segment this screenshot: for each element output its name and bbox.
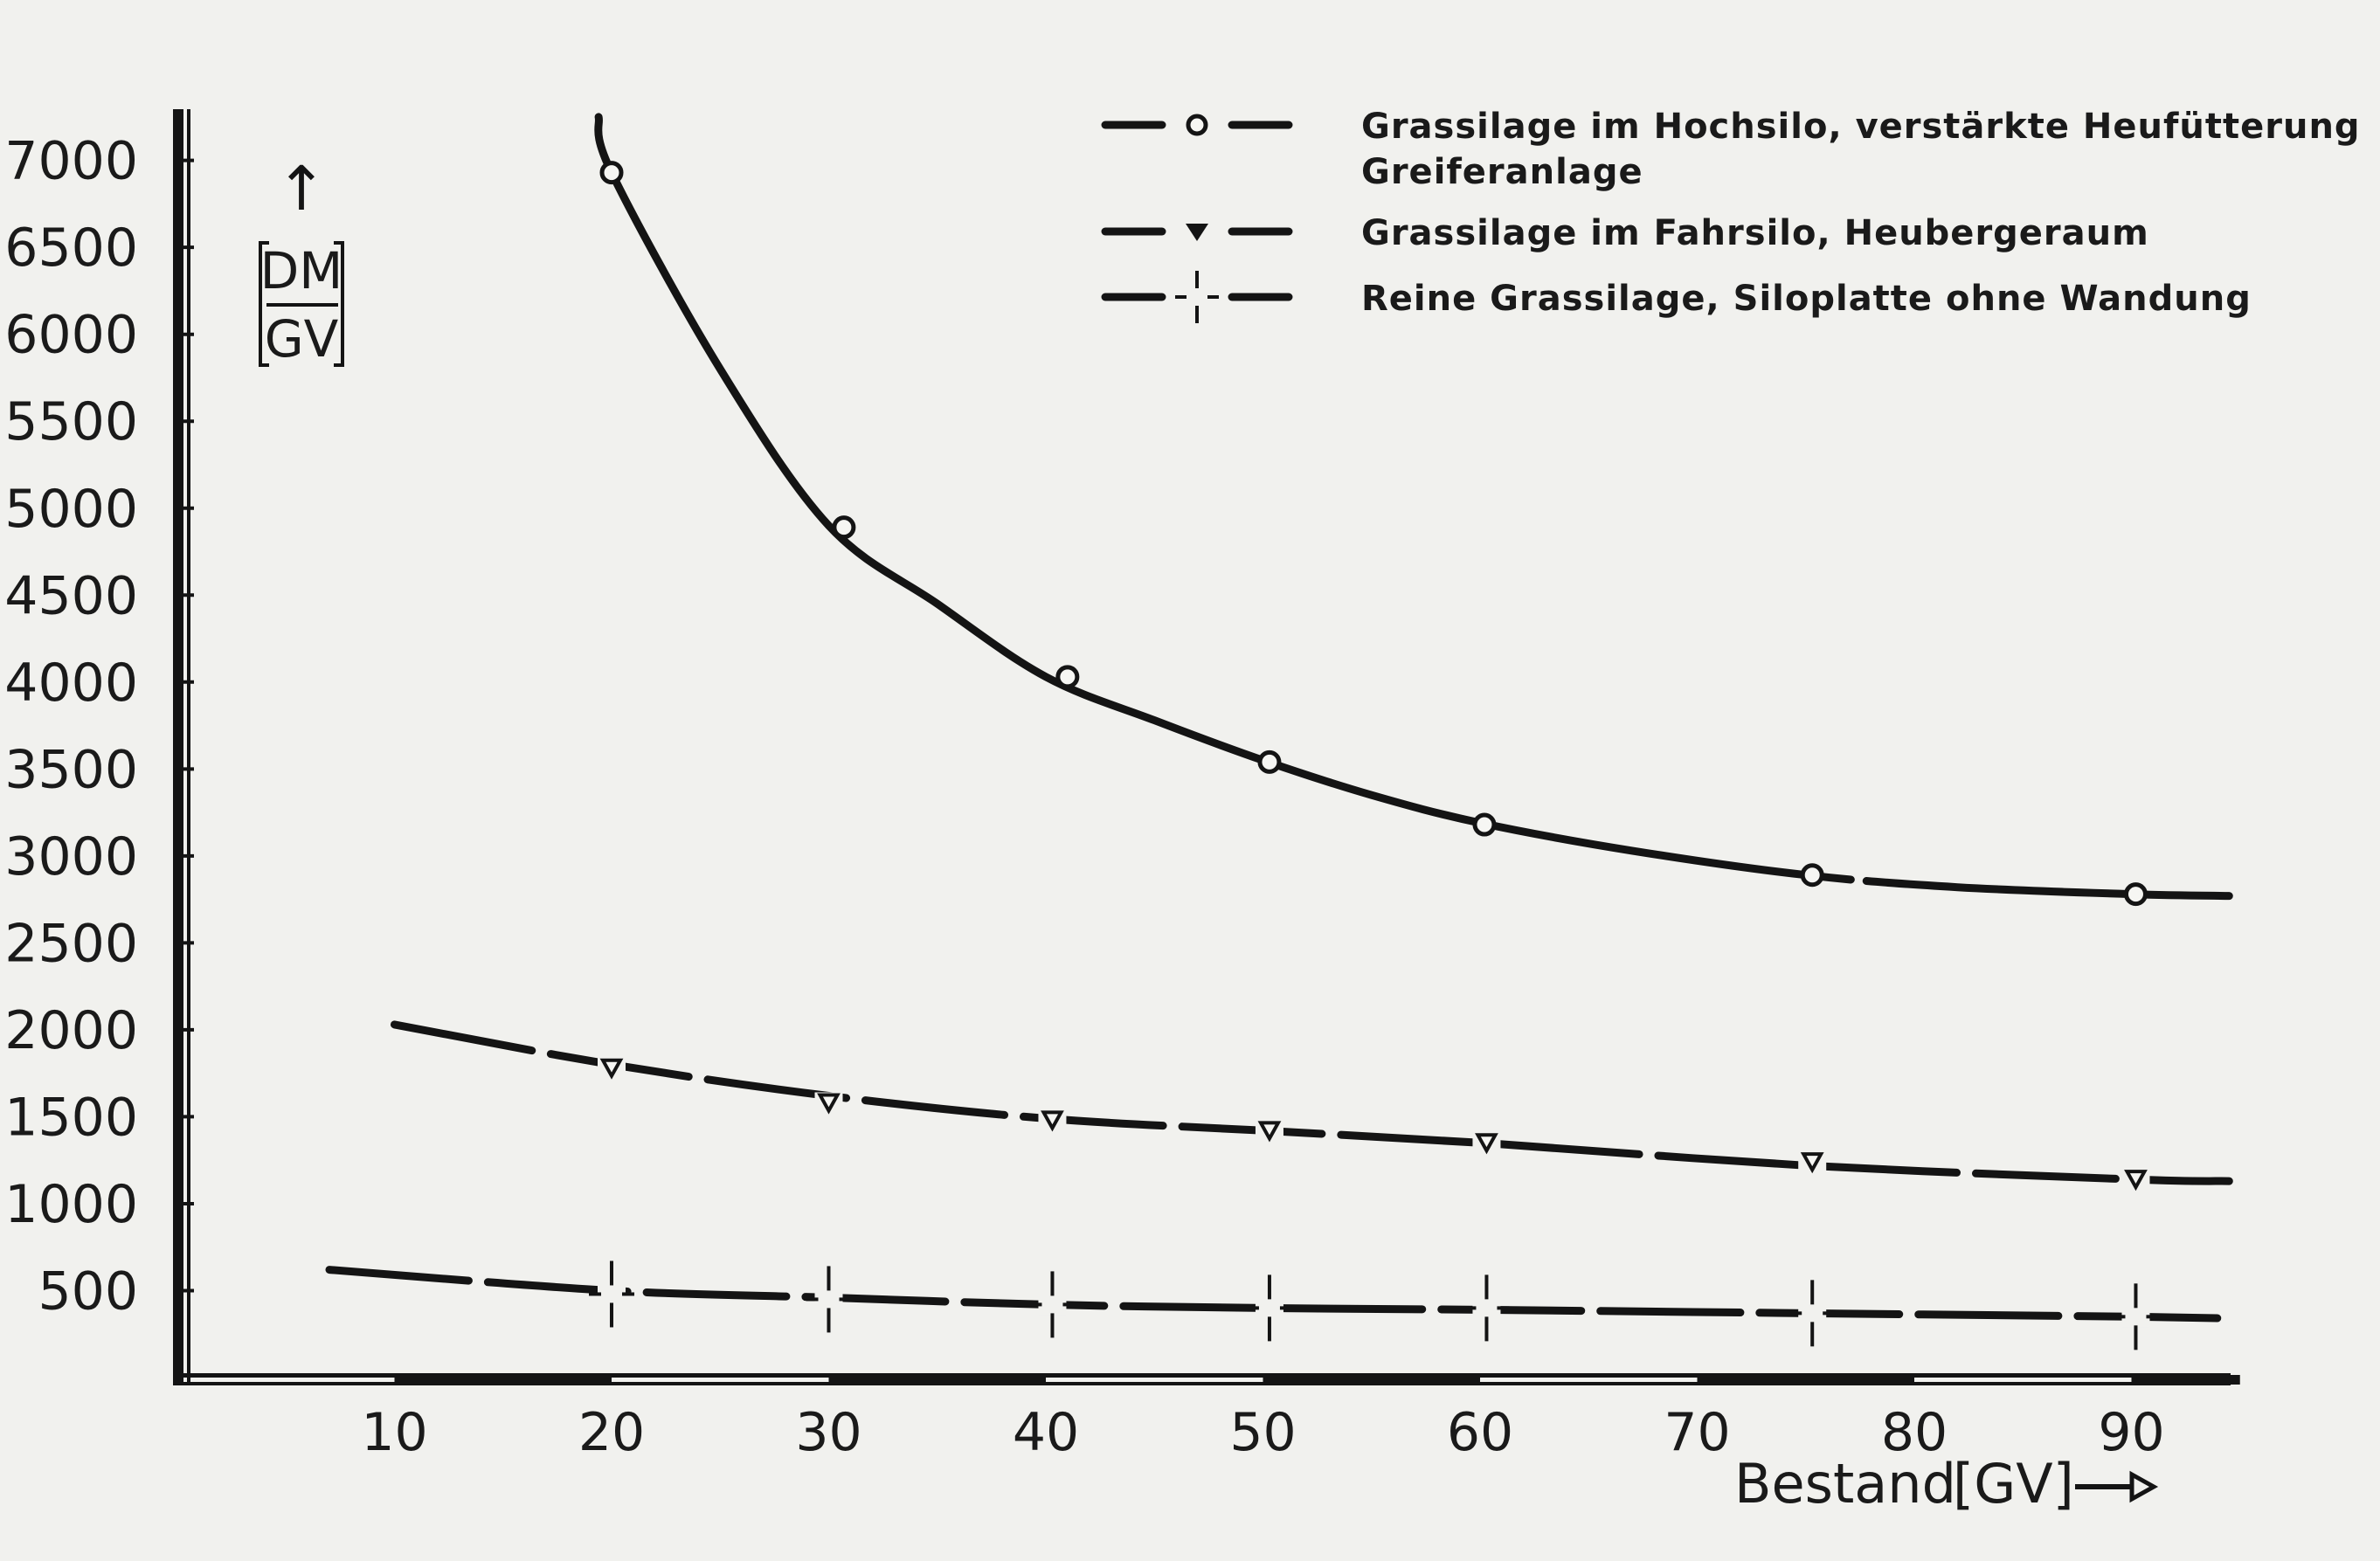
- x-tick-label-10: 10: [361, 1402, 427, 1463]
- x-axis-bar-4: [2131, 1375, 2240, 1385]
- x-tick-label-70: 70: [1664, 1402, 1730, 1463]
- legend-entry-hochsilo: Grassilage im Hochsilo, verstärkte Heufü…: [1101, 107, 2361, 192]
- y-unit-top: DM: [260, 241, 343, 300]
- y-tick-label-3500: 3500: [4, 739, 138, 800]
- x-axis-bar-2: [1263, 1375, 1480, 1385]
- y-tick-label-5500: 5500: [4, 391, 138, 452]
- data-point-gap-siloplatte: [1798, 1302, 1827, 1324]
- y-axis-arrow-icon: ↑: [276, 153, 328, 224]
- legend-entry-siloplatte: Reine Grassilage, Siloplatte ohne Wandun…: [1101, 271, 2252, 323]
- x-axis-bar-3: [1697, 1375, 1914, 1385]
- y-tick-label-3000: 3000: [4, 826, 138, 888]
- data-point-siloplatte: [2113, 1283, 2159, 1350]
- y-tick-label-4000: 4000: [4, 653, 138, 714]
- y-unit-bracket-left: [259, 241, 269, 367]
- series-hochsilo: [594, 113, 2233, 907]
- data-point-gap-siloplatte: [1472, 1297, 1501, 1319]
- legend-marker-cross: [1175, 271, 1219, 323]
- y-unit-bottom: GV: [265, 309, 339, 369]
- x-tick-label-20: 20: [578, 1402, 645, 1463]
- data-point-fahrsilo: [1800, 1152, 1824, 1174]
- x-axis-bars: [394, 1375, 2240, 1385]
- legend-marker-triangle: [1186, 224, 1208, 241]
- y-tick-label-6500: 6500: [4, 218, 138, 279]
- y-tick-label-2500: 2500: [4, 913, 138, 974]
- x-tick-label-50: 50: [1229, 1402, 1296, 1463]
- data-point-fahrsilo: [1475, 1133, 1498, 1155]
- data-point-gap-siloplatte: [1255, 1297, 1283, 1319]
- x-tick-label-40: 40: [1013, 1402, 1079, 1463]
- data-point-gap-siloplatte: [2121, 1306, 2150, 1328]
- x-axis-title: Bestand: [1734, 1452, 1956, 1516]
- legend-label-siloplatte: Reine Grassilage, Siloplatte ohne Wandun…: [1361, 279, 2252, 319]
- data-point-hochsilo: [599, 161, 624, 185]
- y-tick-label-1500: 1500: [4, 1087, 138, 1148]
- series-siloplatte: [325, 1261, 2233, 1350]
- x-tick-label-80: 80: [1881, 1402, 1948, 1463]
- y-axis-line-inner: [187, 109, 190, 1382]
- x-tick-label-60: 60: [1447, 1402, 1513, 1463]
- legend-marker-circle: [1186, 114, 1208, 136]
- x-tick-label-30: 30: [795, 1402, 861, 1463]
- legend-label-fahrsilo: Grassilage im Fahrsilo, Heubergeraum: [1361, 213, 2149, 253]
- data-point-gap-siloplatte: [1038, 1294, 1067, 1316]
- x-tick-label-90: 90: [2098, 1402, 2164, 1463]
- y-ticks: 500 1000 1500 2000 2500 3000 3500 4000 4500 5000 5…: [4, 131, 194, 1322]
- legend-label-hochsilo-line2: Greiferanlage: [1361, 152, 1643, 192]
- axes: [173, 109, 2240, 1385]
- y-unit-label: ↑ DM GV: [259, 153, 344, 369]
- legend: Grassilage im Hochsilo, verstärkte Heufü…: [1101, 107, 2361, 323]
- y-axis-line: [173, 109, 183, 1382]
- y-tick-label-5000: 5000: [4, 479, 138, 540]
- x-axis-label: Bestand [GV]: [1734, 1452, 2159, 1516]
- x-axis-arrow-icon: [2075, 1470, 2159, 1503]
- x-axis-bar-1: [828, 1375, 1046, 1385]
- y-unit-bracket-right: [334, 241, 344, 367]
- y-tick-label-2000: 2000: [4, 1000, 138, 1061]
- y-tick-label-4500: 4500: [4, 565, 138, 626]
- data-point-fahrsilo: [817, 1093, 841, 1115]
- x-ticks: 10 20 30 40 50 60 70 80 90: [361, 1402, 2164, 1463]
- legend-label-hochsilo-line1: Grassilage im Hochsilo, verstärkte Heufü…: [1361, 107, 2361, 147]
- data-point-fahrsilo: [599, 1058, 624, 1080]
- data-point-siloplatte: [806, 1266, 852, 1333]
- data-point-siloplatte: [589, 1261, 634, 1328]
- x-axis-line-inner: [173, 1382, 2231, 1385]
- data-point-siloplatte: [1463, 1274, 1510, 1342]
- x-axis-unit: [GV]: [1953, 1452, 2074, 1516]
- data-point-gap-siloplatte: [814, 1288, 843, 1310]
- data-point-hochsilo: [1257, 749, 1282, 774]
- data-point-gap-siloplatte: [598, 1283, 626, 1305]
- y-tick-label-500: 500: [38, 1261, 138, 1322]
- data-point-hochsilo: [2123, 882, 2148, 907]
- legend-entry-fahrsilo: Grassilage im Fahrsilo, Heubergeraum: [1101, 213, 2149, 253]
- data-point-fahrsilo: [2124, 1170, 2148, 1191]
- data-point-siloplatte: [1029, 1271, 1076, 1338]
- data-point-fahrsilo: [1041, 1110, 1064, 1132]
- x-axis-bar-0: [394, 1375, 612, 1385]
- data-point-hochsilo: [1472, 812, 1497, 837]
- x-axis-line: [173, 1373, 2231, 1378]
- data-point-hochsilo: [1055, 665, 1080, 689]
- data-point-fahrsilo: [1257, 1121, 1282, 1143]
- data-point-hochsilo: [832, 515, 856, 540]
- y-tick-label-6000: 6000: [4, 305, 138, 366]
- y-tick-label-1000: 1000: [4, 1174, 138, 1235]
- y-unit-fraction-bar: [266, 303, 338, 307]
- y-tick-label-7000: 7000: [4, 131, 138, 192]
- data-point-siloplatte: [1789, 1280, 1836, 1347]
- data-point-hochsilo: [1800, 863, 1824, 888]
- data-point-siloplatte: [1246, 1274, 1292, 1342]
- series-fahrsilo: [391, 1020, 2233, 1191]
